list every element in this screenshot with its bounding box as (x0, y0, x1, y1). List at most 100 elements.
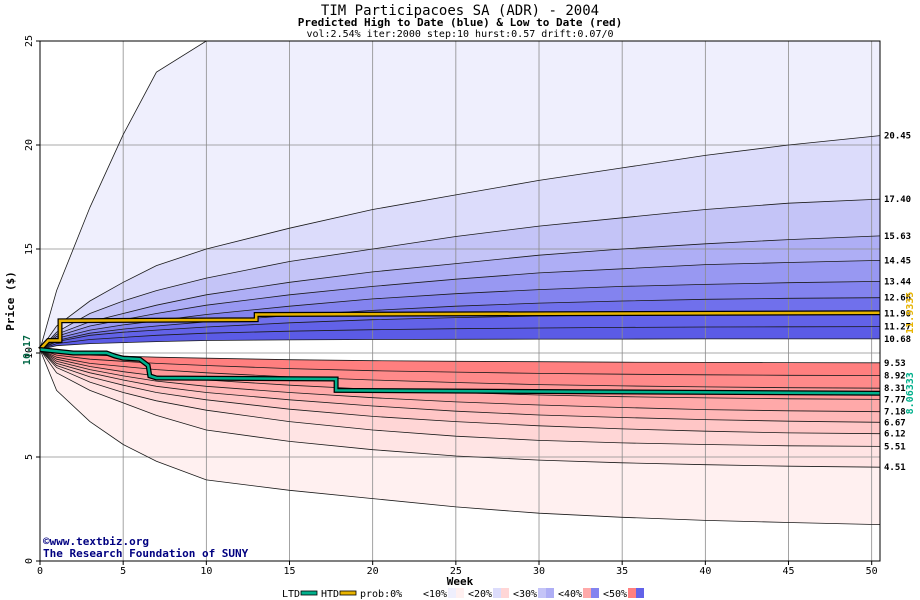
band-boundary-lower-10 (39, 349, 881, 525)
band-fill-15 (40, 349, 880, 423)
probability-bands (40, 41, 880, 525)
band-end-label-upper-50: 14.45 (884, 256, 911, 266)
band-end-label-lower-60: 7.18 (884, 408, 906, 418)
band-fill-2 (40, 135, 880, 350)
legend-item-1-swatch (339, 590, 357, 596)
plot-frame (39, 40, 881, 562)
x-tick-label-40: 40 (699, 566, 711, 577)
x-tick-label-30: 30 (533, 566, 545, 577)
band-fill-7 (40, 297, 880, 350)
band-end-label-lower-30: 5.51 (884, 442, 906, 452)
band-boundary-lower-20 (39, 349, 881, 468)
band-end-label-upper-80: 11.90 (884, 309, 911, 319)
legend-item-5-swatch-left (538, 588, 546, 598)
band-fill-10 (40, 338, 880, 363)
band-fill-16 (40, 349, 880, 434)
band-boundary-lower-50 (39, 349, 881, 423)
band-fill-12 (40, 349, 880, 389)
legend-item-2-swatch-left (403, 588, 411, 598)
y-tick-label-25: 25 (24, 35, 35, 47)
legend-item-3-label: <10% (423, 589, 447, 600)
band-boundary-upper-90 (39, 326, 881, 350)
x-tick-label-15: 15 (283, 566, 295, 577)
legend-item-6-label: <40% (558, 589, 582, 600)
legend-item-2-swatch-right (411, 588, 419, 598)
legend-item-4-swatch-left (493, 588, 501, 598)
band-boundary-lower-70 (39, 349, 881, 400)
band-end-label-upper-40: 15.63 (884, 232, 911, 242)
legend-item-4-swatch-right (501, 588, 509, 598)
band-end-labels: 20.45 17.40 15.63 14.45 13.44 12.66 11.90 11.27… (884, 132, 916, 474)
x-tick-label-35: 35 (616, 566, 628, 577)
band-end-label-lower-100: 9.53 (884, 359, 906, 369)
x-axis-label: Week (447, 575, 474, 588)
legend-item-5-swatch-right (546, 588, 554, 598)
band-fill-6 (40, 281, 880, 350)
x-axis: 0 5 10 15 20 25 30 35 40 45 50 (37, 561, 878, 577)
legend-item-7-label: <50% (603, 589, 627, 600)
series-lines (38, 310, 881, 396)
band-fill-3 (40, 199, 880, 350)
legend-item-7-swatch-right (636, 588, 644, 598)
legend-item-5-label: <30% (513, 589, 537, 600)
y-tick-label-10: 10 (24, 347, 35, 359)
start-price-label: 10.17 (22, 335, 33, 365)
band-boundary-lower-60 (39, 349, 881, 413)
x-tick-label-50: 50 (866, 566, 878, 577)
y-tick-label-5: 5 (24, 454, 35, 460)
band-end-label-upper-70: 12.66 (884, 294, 911, 304)
band-fill-19 (40, 349, 880, 525)
legend-item-0-label: LTD (282, 589, 300, 600)
legend-item-6-swatch-right (591, 588, 599, 598)
band-end-label-upper-30: 17.40 (884, 195, 911, 205)
x-tick-label-25: 25 (450, 566, 462, 577)
band-fill-1 (40, 41, 880, 350)
y-tick-label-20: 20 (24, 139, 35, 151)
band-boundary-upper-50 (39, 260, 881, 350)
band-end-label-lower-50: 6.67 (884, 418, 906, 428)
band-end-label-lower-70: 7.77 (884, 395, 906, 405)
band-fill-8 (40, 313, 880, 350)
chart-params: vol:2.54% iter:2000 step:10 hurst:0.57 d… (306, 29, 613, 40)
legend: LTD HTD prob:0% <10% <20% <30% <40% <50% (282, 588, 644, 600)
series-end-label-htd: 11.9335 (905, 292, 916, 334)
legend-item-1-label: HTD (321, 589, 339, 600)
band-end-label-upper-60: 13.44 (884, 277, 912, 287)
y-axis: 0 5 10 15 20 25 (24, 35, 40, 564)
band-fill-18 (40, 349, 880, 468)
band-fill-5 (40, 260, 880, 350)
legend-item-0-swatch (300, 590, 318, 596)
band-end-label-lower-20: 4.51 (884, 463, 906, 473)
legend-item-2-label: prob:0% (360, 589, 402, 600)
band-boundary-upper-100 (39, 338, 880, 350)
series-end-label-ltd: 8.06333 (905, 372, 916, 414)
band-end-label-upper-100: 10.68 (884, 335, 911, 345)
band-fill-4 (40, 235, 880, 350)
band-end-label-lower-80: 8.31 (884, 384, 906, 394)
y-tick-label-15: 15 (24, 243, 35, 255)
y-axis-label: Price ($) (4, 271, 17, 331)
legend-item-4-label: <20% (468, 589, 492, 600)
y-tick-label-0: 0 (24, 558, 35, 564)
band-end-label-lower-90: 8.92 (884, 371, 906, 381)
band-boundary-lower-30 (39, 349, 881, 447)
band-boundary-upper-30 (39, 198, 881, 350)
x-tick-label-0: 0 (37, 566, 43, 577)
x-tick-label-45: 45 (782, 566, 794, 577)
chart-subtitle: Predicted High to Date (blue) & Low to D… (298, 16, 623, 29)
legend-item-3-swatch-left (448, 588, 456, 598)
band-end-label-upper-90: 11.27 (884, 323, 911, 333)
band-end-label-lower-40: 6.12 (884, 430, 906, 440)
series-line-htd (39, 311, 881, 351)
legend-item-6-swatch-left (583, 588, 591, 598)
legend-item-7-swatch-left (628, 588, 636, 598)
x-tick-label-5: 5 (120, 566, 126, 577)
series-line-ltd (39, 348, 881, 395)
credit-line-2: The Research Foundation of SUNY (43, 547, 249, 560)
band-end-label-upper-20: 20.45 (884, 132, 911, 142)
credit-line-1: ©www.textbiz.org (43, 535, 149, 548)
band-boundary-lower-90 (39, 349, 881, 376)
band-boundary-upper-60 (39, 281, 881, 350)
x-tick-label-10: 10 (200, 566, 212, 577)
